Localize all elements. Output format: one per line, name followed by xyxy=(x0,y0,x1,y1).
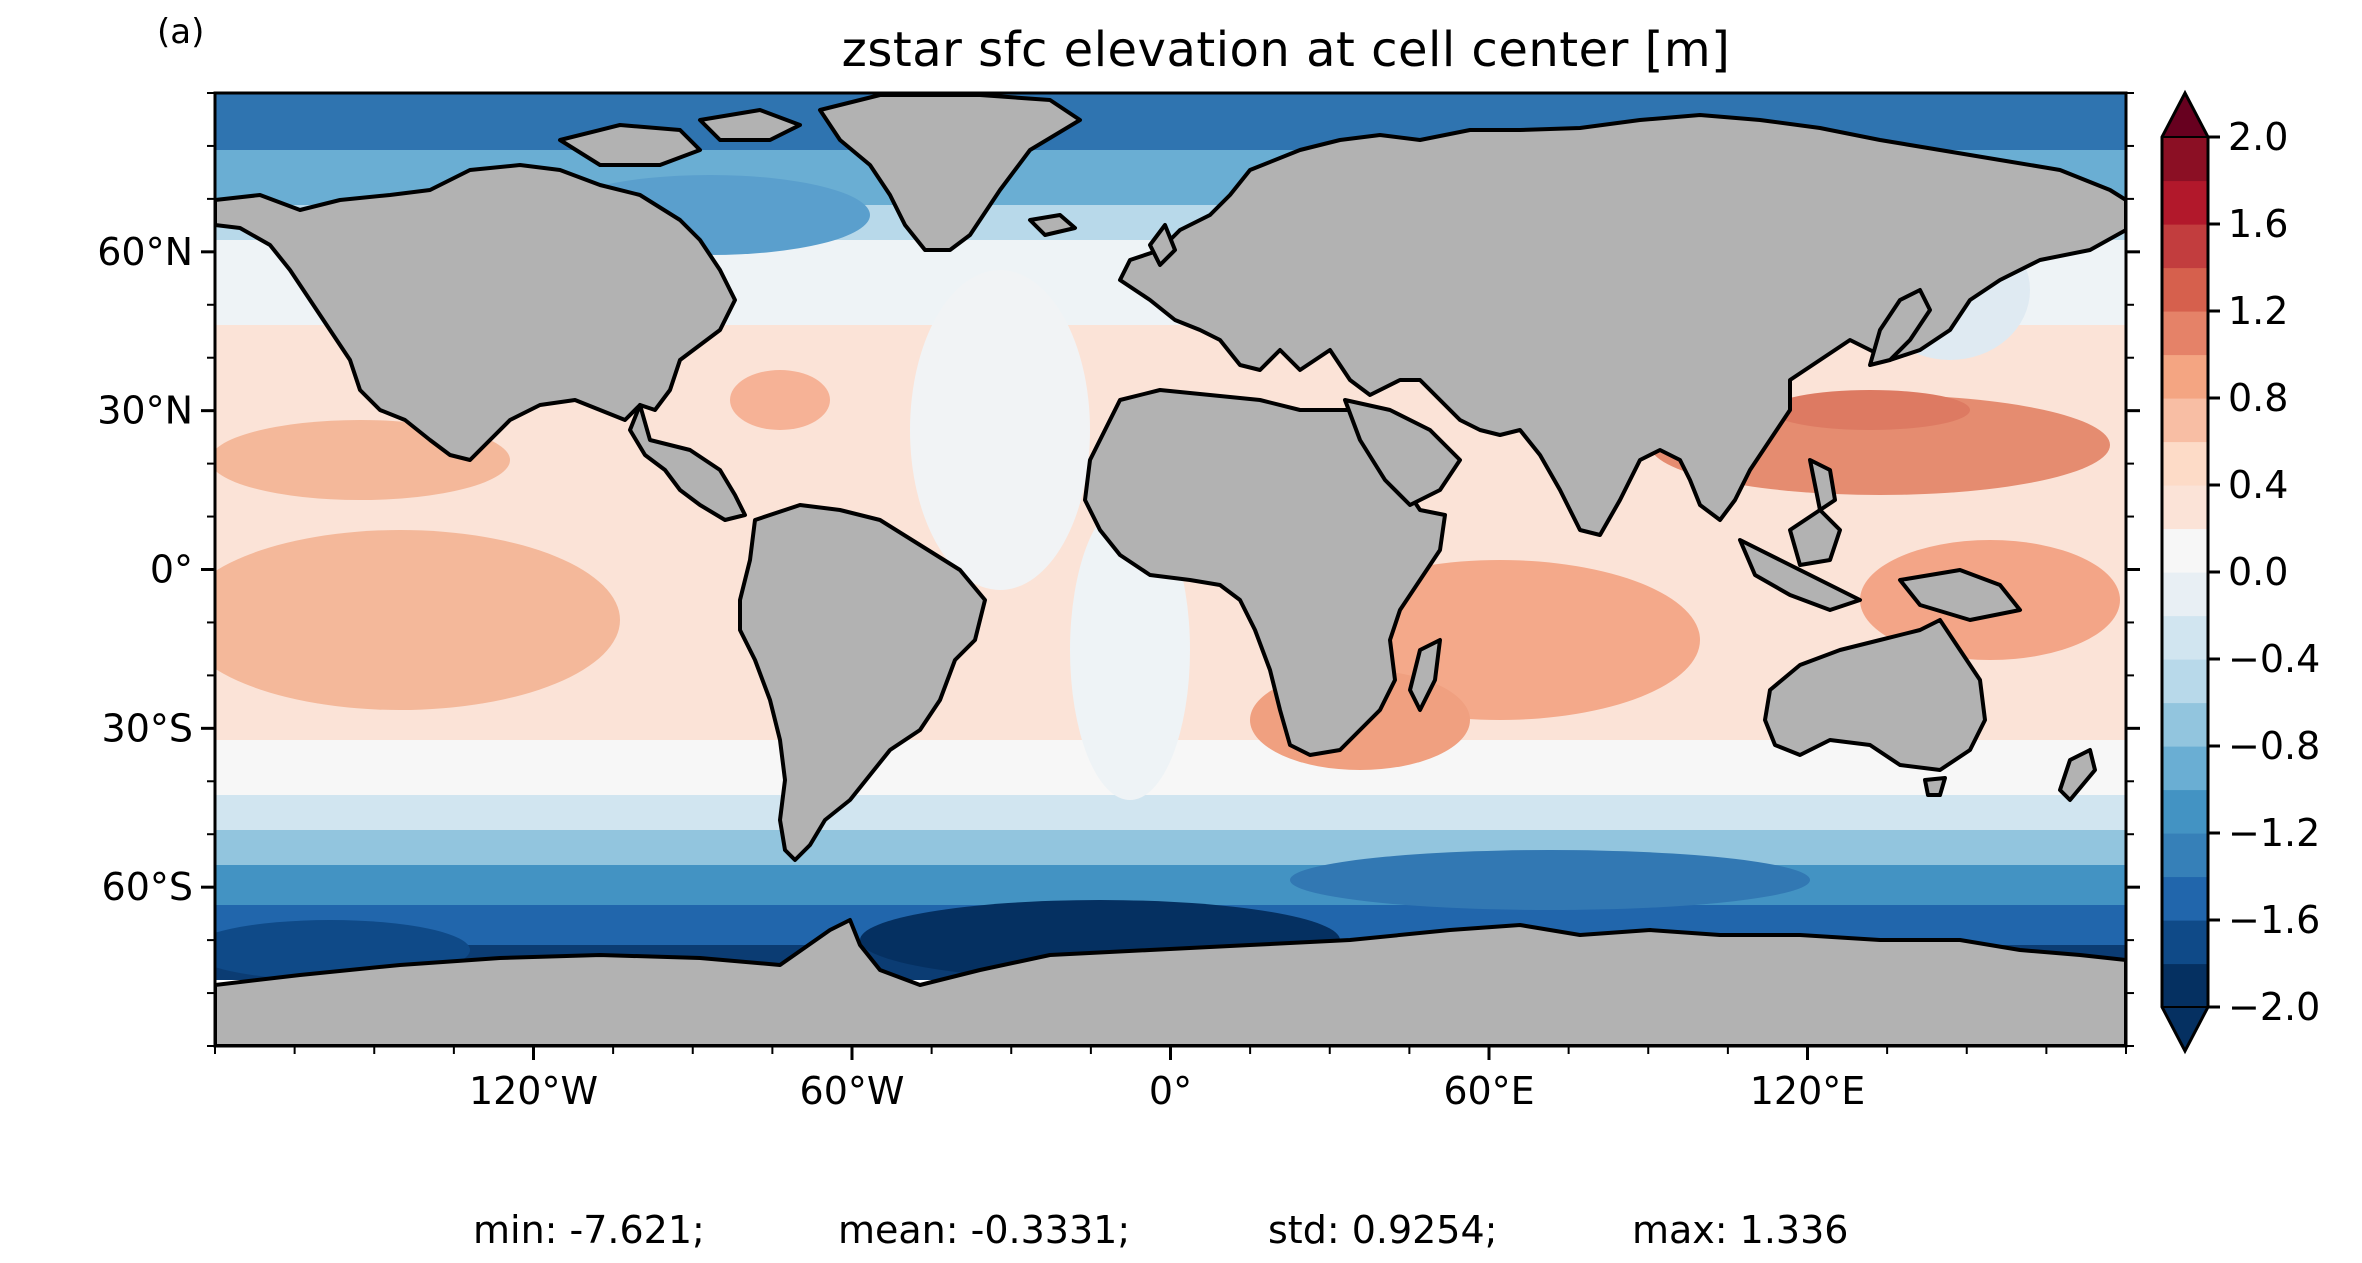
map-area xyxy=(215,93,2126,1046)
colorbar-segment xyxy=(2162,746,2208,791)
panel-label: (a) xyxy=(157,12,205,52)
lat-tick-label: 30°N xyxy=(97,389,193,433)
antarctica xyxy=(215,918,2126,1046)
lat-tick-label: 60°S xyxy=(102,865,193,909)
colorbar-tick-label: 0.4 xyxy=(2228,463,2288,507)
cool-anomaly xyxy=(910,270,1090,590)
colorbar-segment xyxy=(2162,528,2208,573)
indonesia xyxy=(1738,538,1862,612)
ocean-band xyxy=(215,830,2126,870)
greenland xyxy=(818,93,1082,252)
arctic-islands xyxy=(698,108,802,142)
borneo xyxy=(1788,508,1842,567)
arabian-peninsula xyxy=(1343,398,1462,507)
warm-anomaly xyxy=(730,370,830,430)
stat-std: std: 0.9254; xyxy=(1268,1208,1498,1252)
ocean-band xyxy=(215,795,2126,835)
colorbar-segment xyxy=(2162,920,2208,965)
colorbar-segment xyxy=(2162,572,2208,617)
colorbar: 2.0 1.6 1.2 0.8 0.4 0.0 −0.4 −0.8 −1.2 −1.6 −2.0 xyxy=(2160,89,2320,1055)
colorbar-segment xyxy=(2162,311,2208,356)
lat-tick-label: 0° xyxy=(150,548,193,592)
colorbar-tick-label: −1.2 xyxy=(2228,811,2320,855)
lon-tick-label: 120°W xyxy=(469,1069,598,1113)
colorbar-extend-top xyxy=(2160,90,2210,138)
colorbar-tick-label: 2.0 xyxy=(2228,115,2288,159)
colorbar-tick-label: 1.6 xyxy=(2228,202,2288,246)
philippines xyxy=(1808,458,1837,512)
south-america xyxy=(738,503,987,862)
stat-min: min: -7.621; xyxy=(473,1208,705,1252)
land xyxy=(215,93,2126,1046)
tasmania xyxy=(1923,776,1947,797)
colorbar-segment xyxy=(2162,833,2208,878)
british-isles xyxy=(1148,223,1177,267)
longitude-axis: 120°W 60°W 0° 60°E 120°E xyxy=(214,1046,2127,1113)
colorbar-segment xyxy=(2162,963,2208,1008)
colorbar-segment xyxy=(2162,137,2208,182)
stat-mean: mean: -0.3331; xyxy=(838,1208,1131,1252)
colorbar-segment xyxy=(2162,354,2208,399)
lon-tick-label: 60°W xyxy=(800,1069,905,1113)
cool-anomaly xyxy=(1290,850,1810,910)
colorbar-segment xyxy=(2162,267,2208,312)
plot-title: zstar sfc elevation at cell center [m] xyxy=(841,22,1731,78)
eurasia xyxy=(1118,113,2126,537)
warm-anomaly xyxy=(215,530,620,710)
colorbar-tick-label: 0.8 xyxy=(2228,376,2288,420)
iceland xyxy=(1028,213,1077,237)
new-zealand xyxy=(2058,748,2097,802)
colorbar-tick-label: −2.0 xyxy=(2228,985,2320,1029)
colorbar-tick-label: −0.8 xyxy=(2228,724,2320,768)
colorbar-segment xyxy=(2162,615,2208,660)
lon-tick-label: 0° xyxy=(1149,1069,1192,1113)
central-america xyxy=(628,403,747,522)
colorbar-tick-label: 1.2 xyxy=(2228,289,2288,333)
lat-tick-label: 30°S xyxy=(102,706,193,750)
colorbar-tick-label: −1.6 xyxy=(2228,898,2320,942)
lat-tick-label: 60°N xyxy=(97,230,193,274)
madagascar xyxy=(1408,638,1442,712)
lon-tick-label: 120°E xyxy=(1750,1069,1866,1113)
warm-anomaly xyxy=(1770,390,1970,430)
colorbar-segment xyxy=(2162,485,2208,530)
colorbar-segment xyxy=(2162,876,2208,921)
colorbar-segment xyxy=(2162,789,2208,834)
stat-max: max: 1.336 xyxy=(1632,1208,1849,1252)
colorbar-segment xyxy=(2162,398,2208,443)
colorbar-tick-label: −0.4 xyxy=(2228,637,2320,681)
colorbar-segment xyxy=(2162,441,2208,486)
lon-tick-label: 60°E xyxy=(1443,1069,1534,1113)
colorbar-segment xyxy=(2162,180,2208,225)
arctic-islands xyxy=(558,123,702,167)
colorbar-segment xyxy=(2162,659,2208,704)
colorbar-segment xyxy=(2162,224,2208,269)
latitude-axis: 60°N 30°N 0° 30°S 60°S xyxy=(97,92,2140,1047)
new-guinea xyxy=(1898,568,2022,622)
japan xyxy=(1868,288,1932,367)
australia xyxy=(1763,618,1987,772)
colorbar-extend-bottom xyxy=(2160,1006,2210,1054)
colorbar-segment xyxy=(2162,702,2208,747)
colorbar-tick-label: 0.0 xyxy=(2228,550,2288,594)
